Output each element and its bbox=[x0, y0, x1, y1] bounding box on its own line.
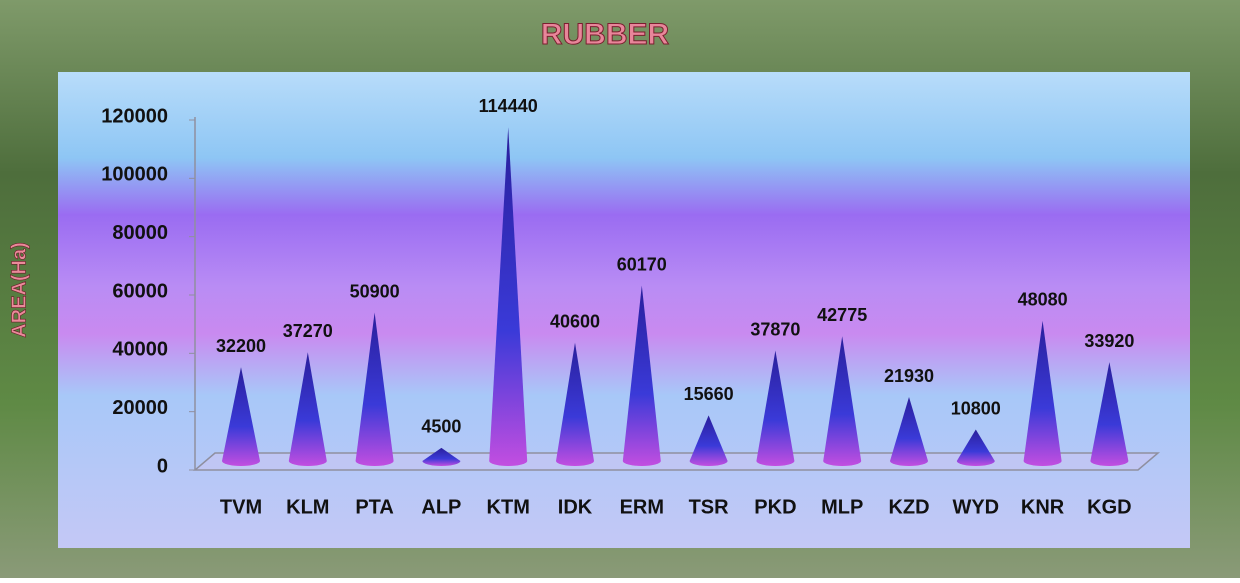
data-label: 114440 bbox=[479, 96, 538, 116]
x-tick-label: TSR bbox=[689, 496, 730, 518]
x-tick-label: PTA bbox=[355, 496, 394, 518]
cone bbox=[1090, 362, 1129, 467]
data-label: 4500 bbox=[421, 417, 461, 437]
y-tick-label: 120000 bbox=[101, 105, 168, 127]
data-label: 37870 bbox=[750, 319, 800, 339]
data-label: 32200 bbox=[216, 336, 266, 356]
data-label: 15660 bbox=[684, 384, 734, 404]
y-tick-label: 100000 bbox=[101, 164, 168, 186]
x-tick-label: KTM bbox=[487, 496, 530, 518]
y-tick-label: 0 bbox=[157, 455, 168, 477]
x-tick-label: WYD bbox=[952, 496, 999, 518]
x-tick-label: TVM bbox=[220, 496, 262, 518]
cone bbox=[956, 429, 995, 467]
cone bbox=[355, 312, 394, 467]
y-tick-label: 80000 bbox=[112, 222, 168, 244]
x-tick-label: ALP bbox=[421, 496, 461, 518]
x-tick-label: IDK bbox=[558, 496, 593, 518]
cone bbox=[222, 367, 260, 466]
data-label: 48080 bbox=[1018, 290, 1068, 310]
x-tick-label: KNR bbox=[1021, 496, 1065, 518]
cone bbox=[823, 336, 862, 467]
data-label: 33920 bbox=[1084, 331, 1134, 351]
x-tick-label: PKD bbox=[754, 496, 796, 518]
cone bbox=[556, 342, 594, 466]
floor bbox=[192, 452, 1161, 471]
data-label: 37270 bbox=[283, 321, 333, 341]
data-label: 60170 bbox=[617, 254, 667, 274]
x-tick-label: ERM bbox=[620, 496, 664, 518]
data-label: 50900 bbox=[350, 281, 400, 301]
data-label: 10800 bbox=[951, 398, 1001, 418]
y-axis-label: AREA(Ha) bbox=[8, 242, 30, 338]
x-tick-label: KLM bbox=[286, 496, 329, 518]
plot-panel bbox=[58, 72, 1190, 548]
y-tick-label: 60000 bbox=[112, 280, 168, 302]
cone bbox=[689, 415, 728, 467]
cone bbox=[890, 397, 928, 466]
chart-title: RUBBER bbox=[541, 18, 670, 51]
cone bbox=[489, 127, 528, 467]
cone bbox=[422, 447, 461, 467]
y-tick-label: 40000 bbox=[112, 339, 168, 361]
data-label: 40600 bbox=[550, 311, 600, 331]
cone bbox=[622, 285, 661, 467]
cone bbox=[756, 350, 795, 467]
x-tick-label: KZD bbox=[888, 496, 929, 518]
y-tick-label: 20000 bbox=[112, 397, 168, 419]
data-label: 42775 bbox=[817, 305, 867, 325]
data-label: 21930 bbox=[884, 366, 934, 386]
x-tick-label: MLP bbox=[821, 496, 863, 518]
x-tick-label: KGD bbox=[1087, 496, 1131, 518]
cone bbox=[288, 352, 327, 466]
cone bbox=[1023, 320, 1062, 467]
